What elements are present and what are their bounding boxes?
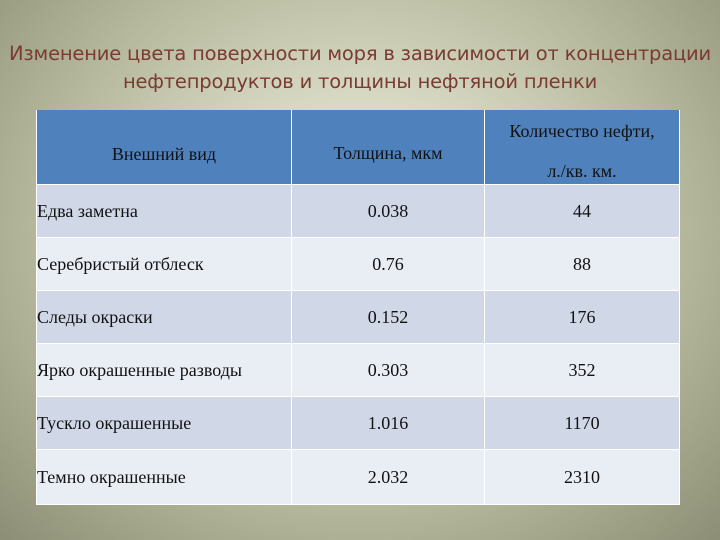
- cell-oil-amount: 2310: [484, 449, 680, 505]
- header-appearance: Внешний вид: [36, 110, 292, 185]
- cell-thickness: 0.152: [291, 290, 485, 344]
- header-thickness: Толщина, мкм: [291, 110, 485, 185]
- table-row: Тускло окрашенные 1.016 1170: [36, 396, 680, 450]
- cell-oil-amount: 352: [484, 343, 680, 397]
- cell-thickness: 0.038: [291, 184, 485, 238]
- cell-oil-amount: 176: [484, 290, 680, 344]
- header-appearance-label: Внешний вид: [111, 144, 217, 164]
- slide-title-line-1: Изменение цвета поверхности моря в завис…: [9, 42, 711, 65]
- table-row: Серебристый отблеск 0.76 88: [36, 237, 680, 291]
- table-row: Темно окрашенные 2.032 2310: [36, 449, 680, 505]
- slide-title-line-2: нефтепродуктов и толщины нефтяной пленки: [122, 70, 598, 93]
- table-row: Едва заметна 0.038 44: [36, 184, 680, 238]
- header-oil-amount: Количество нефти, л./кв. км.: [484, 110, 680, 185]
- oil-film-table: Внешний вид Толщина, мкм Количество нефт…: [36, 110, 680, 505]
- cell-appearance: Едва заметна: [36, 184, 292, 238]
- cell-appearance: Серебристый отблеск: [36, 237, 292, 291]
- cell-appearance: Тускло окрашенные: [36, 396, 292, 450]
- cell-appearance: Следы окраски: [36, 290, 292, 344]
- table-header-row: Внешний вид Толщина, мкм Количество нефт…: [36, 110, 680, 185]
- cell-appearance: Темно окрашенные: [36, 449, 292, 505]
- cell-thickness: 2.032: [291, 449, 485, 505]
- cell-oil-amount: 1170: [484, 396, 680, 450]
- cell-oil-amount: 44: [484, 184, 680, 238]
- table-row: Ярко окрашенные разводы 0.303 352: [36, 343, 680, 397]
- cell-thickness: 0.76: [291, 237, 485, 291]
- cell-appearance: Ярко окрашенные разводы: [36, 343, 292, 397]
- slide-title: Изменение цвета поверхности моря в завис…: [0, 40, 720, 96]
- header-oil-amount-line-2: л./кв. км.: [547, 161, 617, 181]
- table-row: Следы окраски 0.152 176: [36, 290, 680, 344]
- header-oil-amount-line-1: Количество нефти,: [509, 121, 655, 141]
- cell-thickness: 0.303: [291, 343, 485, 397]
- cell-thickness: 1.016: [291, 396, 485, 450]
- cell-oil-amount: 88: [484, 237, 680, 291]
- header-thickness-label: Толщина, мкм: [333, 143, 443, 163]
